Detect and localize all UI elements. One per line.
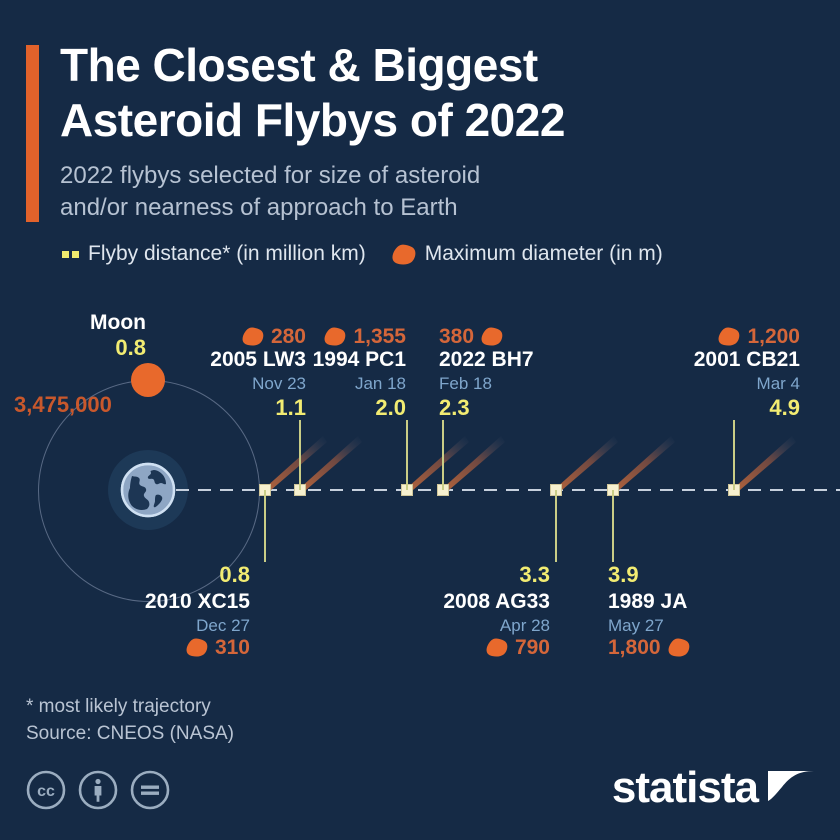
asteroid-label-group: 3.9 1989 JA May 27 1,800 (608, 562, 818, 658)
svg-text:cc: cc (37, 783, 55, 800)
asteroid-distance: 3.3 (519, 562, 550, 587)
legend-label-distance: Flyby distance* (in million km) (88, 242, 366, 265)
asteroid-name: 1989 JA (608, 590, 688, 614)
asteroid-distance: 2.3 (439, 394, 470, 420)
legend-item-distance: Flyby distance* (in million km) (62, 242, 366, 266)
legend-item-diameter: Maximum diameter (in m) (392, 242, 663, 266)
asteroid-date: Apr 28 (499, 616, 550, 635)
statista-logo: statista (612, 766, 814, 810)
asteroid-label-group: 1,200 2001 CB21 Mar 4 4.9 (590, 326, 800, 421)
leader-line (555, 490, 557, 562)
asteroid-diameter: 380 (439, 326, 649, 347)
asteroid-date: Dec 27 (196, 616, 250, 635)
license-icons: cc (26, 770, 170, 810)
asteroid-distance: 2.0 (375, 394, 406, 420)
asteroid-label-group: 0.8 2010 XC15 Dec 27 310 (40, 562, 250, 658)
asteroid-diameter: 1,800 (608, 637, 818, 658)
asteroid-name: 2022 BH7 (439, 348, 534, 371)
attribution-icon[interactable] (78, 770, 118, 810)
page-title: The Closest & Biggest Asteroid Flybys of… (60, 38, 800, 147)
asteroid-diameter-value: 280 (270, 325, 306, 348)
asteroid-distance: 1.1 (275, 394, 306, 420)
asteroid-diameter: 310 (40, 637, 250, 658)
asteroid-diameter-value: 310 (214, 636, 250, 660)
cc-icon[interactable]: cc (26, 770, 66, 810)
asteroid-name: 1994 PC1 (312, 348, 406, 371)
asteroid-date: Jan 18 (354, 373, 406, 393)
asteroid-distance: 4.9 (769, 394, 800, 420)
subtitle-line-1: 2022 flybys selected for size of asteroi… (60, 162, 481, 189)
title-line-1: The Closest & Biggest (60, 39, 538, 91)
statista-mark-icon (768, 771, 814, 805)
asteroid-date: Mar 4 (756, 373, 800, 393)
leader-line (406, 420, 408, 490)
statista-wordmark: statista (611, 763, 759, 812)
leader-line (612, 490, 614, 562)
flyby-distance-axis (176, 489, 840, 491)
leader-line (733, 420, 735, 490)
leader-line (299, 420, 301, 490)
asteroid-diameter: 1,355 (196, 326, 406, 347)
title-line-2: Asteroid Flybys of 2022 (60, 93, 565, 146)
leader-line (264, 490, 266, 562)
asteroid-diameter-value: 1,355 (353, 325, 406, 348)
asteroid-name: 2008 AG33 (443, 590, 550, 614)
asteroid-diameter-value: 1,800 (608, 636, 661, 660)
earth-icon (120, 462, 176, 518)
asteroid-distance: 3.9 (608, 562, 639, 587)
asteroid-diameter: 280 (96, 326, 306, 347)
asteroid-date: May 27 (608, 616, 664, 635)
moon-diameter-value: 3,475,000 (14, 392, 112, 417)
asteroid-diameter: 1,200 (590, 326, 800, 347)
footnote: * most likely trajectory Source: CNEOS (… (26, 694, 234, 748)
moon-dot-icon (131, 363, 165, 397)
dashed-line-swatch-icon (62, 250, 79, 258)
asteroid-date: Nov 23 (252, 373, 306, 393)
footnote-line-1: * most likely trajectory (26, 696, 211, 717)
accent-bar (26, 45, 39, 222)
asteroid-label-group: 380 2022 BH7 Feb 18 2.3 (439, 326, 649, 421)
axis-dashed-line (176, 489, 840, 491)
legend-label-diameter: Maximum diameter (in m) (424, 242, 663, 265)
footnote-line-2: Source: CNEOS (NASA) (26, 722, 234, 744)
asteroid-label-group: 3.3 2008 AG33 Apr 28 790 (340, 562, 550, 658)
asteroid-name: 2005 LW3 (210, 348, 306, 371)
asteroid-distance: 0.8 (219, 562, 250, 587)
asteroid-diameter-value: 1,200 (747, 325, 800, 348)
asteroid-name: 2001 CB21 (693, 348, 800, 371)
asteroid-label-group: 1,355 1994 PC1 Jan 18 2.0 (196, 326, 406, 421)
moon-label: Moon (90, 311, 146, 334)
asteroid-icon (392, 244, 416, 265)
asteroid-diameter-value: 380 (439, 325, 475, 348)
leader-line (442, 420, 444, 490)
legend: Flyby distance* (in million km) Maximum … (62, 242, 663, 266)
asteroid-name: 2010 XC15 (144, 590, 250, 614)
moon-distance-value: 0.8 (115, 335, 146, 360)
page-subtitle: 2022 flybys selected for size of asteroi… (60, 160, 760, 223)
no-derivatives-icon[interactable] (130, 770, 170, 810)
asteroid-diameter: 790 (340, 637, 550, 658)
asteroid-label-group: 280 2005 LW3 Nov 23 1.1 (96, 326, 306, 421)
subtitle-line-2: and/or nearness of approach to Earth (60, 193, 458, 221)
asteroid-date: Feb 18 (439, 373, 492, 393)
asteroid-diameter-value: 790 (514, 636, 550, 660)
